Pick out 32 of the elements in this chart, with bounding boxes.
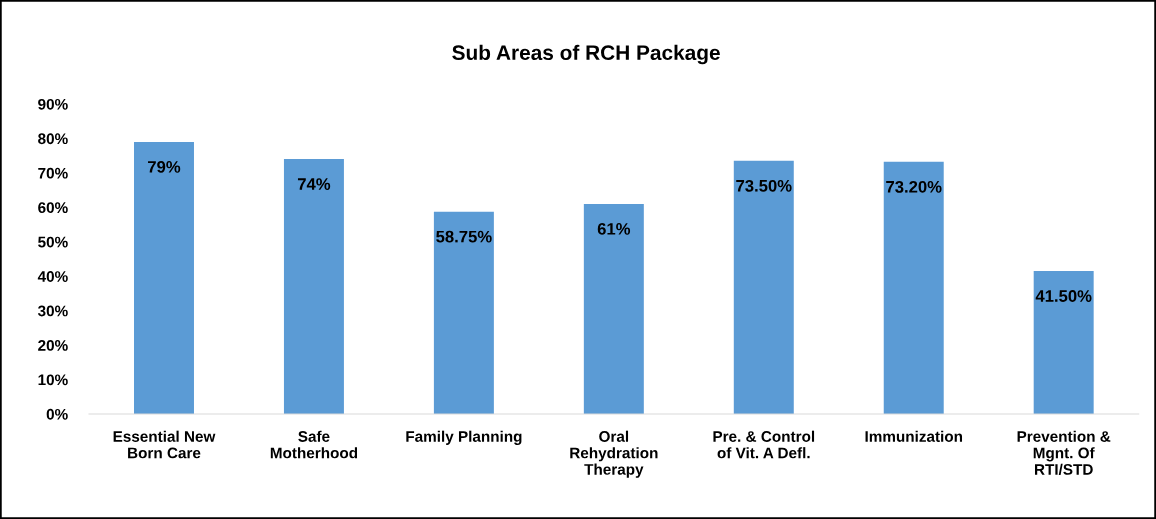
data-label: 73.50% bbox=[736, 179, 792, 192]
y-tick-label: 0% bbox=[46, 408, 68, 420]
y-tick-label: 80% bbox=[38, 133, 68, 145]
data-label: 79% bbox=[148, 160, 181, 173]
y-tick-label: 50% bbox=[38, 236, 68, 248]
bar bbox=[134, 141, 194, 415]
x-tick-label: Safe Motherhood bbox=[270, 430, 358, 459]
x-tick-label: Pre. & Control of Vit. A Defl. bbox=[713, 430, 815, 459]
x-tick-label: Oral Rehydration Therapy bbox=[570, 430, 658, 478]
x-tick-label: Immunization bbox=[865, 430, 963, 442]
y-tick-label: 20% bbox=[38, 339, 68, 351]
bar bbox=[883, 161, 944, 415]
chart-title: Sub Areas of RCH Package bbox=[452, 44, 720, 65]
y-tick-label: 40% bbox=[37, 271, 68, 282]
y-tick-label: 90% bbox=[38, 98, 68, 110]
y-tick-label: 60% bbox=[38, 202, 68, 214]
data-label: 41.50% bbox=[1035, 290, 1092, 302]
data-label: 73.20% bbox=[886, 180, 942, 193]
bar bbox=[1033, 271, 1094, 415]
data-label: 61% bbox=[597, 222, 631, 235]
x-tick-label: Family Planning bbox=[406, 430, 522, 445]
bar bbox=[583, 203, 644, 415]
x-tick-label: Prevention & Mgnt. Of RTI/STD bbox=[1017, 430, 1111, 476]
y-tick-label: 10% bbox=[38, 374, 68, 386]
data-label: 58.75% bbox=[436, 230, 492, 243]
y-tick-label: 70% bbox=[38, 167, 68, 179]
y-tick-label: 30% bbox=[37, 305, 68, 317]
data-label: 74% bbox=[297, 178, 331, 190]
bar bbox=[733, 160, 794, 415]
bar bbox=[433, 211, 494, 415]
x-tick-label: Essential New Born Care bbox=[113, 430, 216, 459]
bar bbox=[283, 159, 344, 415]
